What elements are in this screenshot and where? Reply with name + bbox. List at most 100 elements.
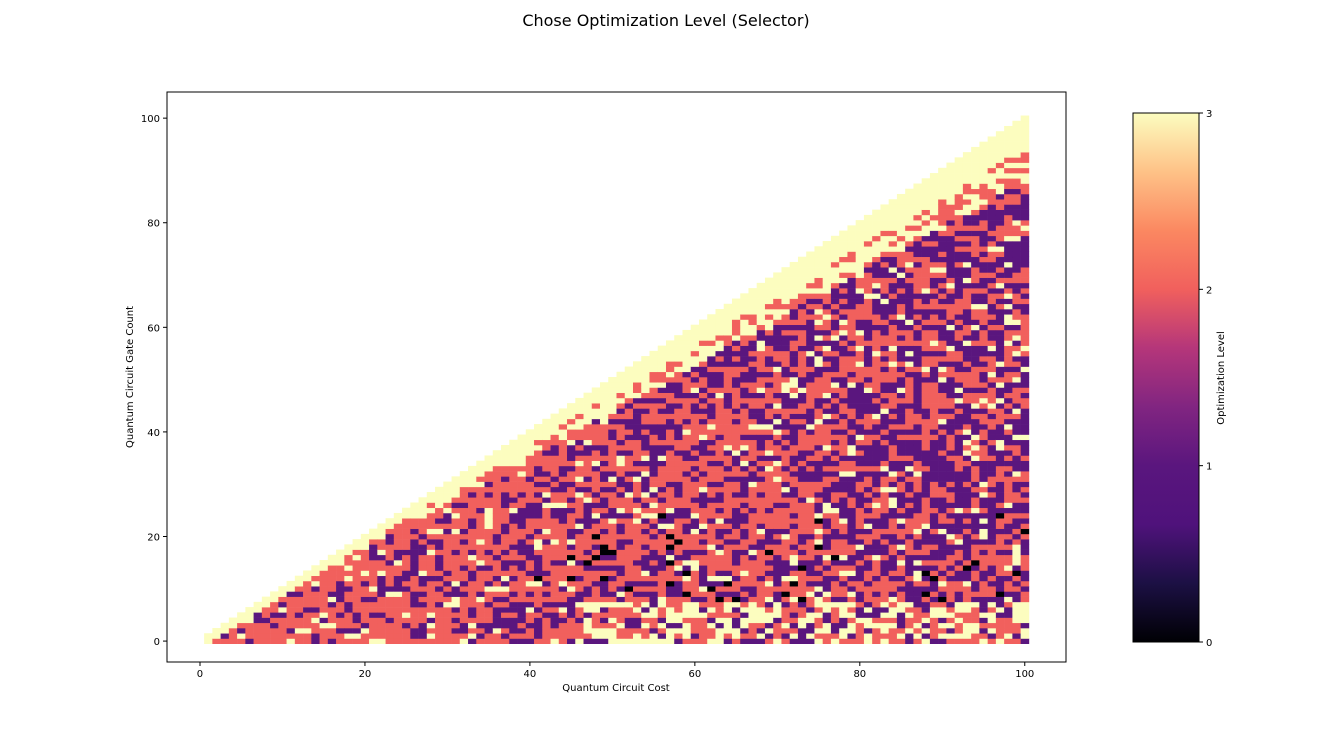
heatmap-cell xyxy=(649,387,659,393)
heatmap-cell xyxy=(855,601,865,608)
heatmap-cell xyxy=(534,518,543,524)
heatmap-cell xyxy=(987,350,997,357)
heatmap-cell xyxy=(567,554,576,561)
heatmap-cell xyxy=(509,601,518,608)
heatmap-cell xyxy=(591,460,601,467)
heatmap-cell xyxy=(756,560,766,566)
heatmap-cell xyxy=(781,476,790,482)
heatmap-cell xyxy=(888,324,898,331)
heatmap-cell xyxy=(839,622,848,629)
heatmap-cell xyxy=(253,612,263,618)
heatmap-cell xyxy=(558,434,568,441)
heatmap-cell xyxy=(591,518,601,524)
heatmap-cell xyxy=(806,293,815,299)
heatmap-cell xyxy=(278,628,287,634)
heatmap-cell xyxy=(822,397,832,404)
heatmap-cell xyxy=(550,439,560,446)
heatmap-cell xyxy=(929,371,939,378)
heatmap-cell xyxy=(1004,591,1013,597)
heatmap-cell xyxy=(872,465,881,472)
heatmap-cell xyxy=(674,549,683,556)
heatmap-cell xyxy=(476,528,485,535)
heatmap-cell xyxy=(682,622,692,629)
heatmap-cell xyxy=(797,560,807,566)
heatmap-cell xyxy=(385,580,395,587)
heatmap-cell xyxy=(1004,533,1013,540)
heatmap-cell xyxy=(905,481,914,488)
heatmap-cell xyxy=(921,288,931,294)
heatmap-cell xyxy=(336,580,345,587)
heatmap-cell xyxy=(773,439,782,446)
heatmap-cell xyxy=(542,502,551,509)
heatmap-cell xyxy=(797,612,807,618)
heatmap-cell xyxy=(954,450,964,456)
heatmap-cell xyxy=(913,329,922,336)
heatmap-cell xyxy=(558,512,568,519)
heatmap-cell xyxy=(633,371,642,378)
heatmap-cell xyxy=(435,507,444,514)
heatmap-cell xyxy=(575,455,584,461)
heatmap-cell xyxy=(583,596,593,603)
heatmap-cell xyxy=(896,314,906,320)
heatmap-cell xyxy=(649,560,659,566)
heatmap-cell xyxy=(476,612,485,618)
heatmap-cell xyxy=(880,481,889,488)
heatmap-cell xyxy=(641,633,650,639)
heatmap-cell xyxy=(822,340,832,346)
heatmap-cell xyxy=(600,512,609,519)
heatmap-cell xyxy=(1004,178,1013,184)
heatmap-cell xyxy=(517,492,527,498)
heatmap-cell xyxy=(962,601,972,608)
heatmap-cell xyxy=(575,486,584,493)
heatmap-cell xyxy=(822,560,832,566)
heatmap-cell xyxy=(979,392,988,399)
heatmap-cell xyxy=(929,565,939,571)
heatmap-cell xyxy=(872,586,881,592)
heatmap-cell xyxy=(938,512,947,519)
heatmap-cell xyxy=(600,633,609,639)
heatmap-cell xyxy=(740,324,749,331)
heatmap-cell xyxy=(410,565,419,571)
heatmap-cell xyxy=(880,607,889,613)
heatmap-cell xyxy=(797,314,807,320)
heatmap-cell xyxy=(896,340,906,346)
heatmap-cell xyxy=(814,476,823,482)
heatmap-cell xyxy=(567,580,576,587)
heatmap-cell xyxy=(608,622,617,629)
heatmap-cell xyxy=(781,570,790,577)
heatmap-cell xyxy=(360,539,370,545)
heatmap-cell xyxy=(550,434,560,441)
heatmap-cell xyxy=(311,596,320,603)
heatmap-cell xyxy=(1012,596,1021,603)
heatmap-cell xyxy=(872,230,881,237)
heatmap-cell xyxy=(657,554,667,561)
heatmap-cell xyxy=(575,528,584,535)
heatmap-cell xyxy=(665,345,675,352)
heatmap-cell xyxy=(707,497,716,503)
heatmap-cell xyxy=(336,617,345,624)
heatmap-cell xyxy=(690,460,700,467)
heatmap-cell xyxy=(492,601,502,608)
heatmap-cell xyxy=(567,434,576,441)
heatmap-cell xyxy=(929,596,939,603)
heatmap-cell xyxy=(410,596,419,603)
heatmap-cell xyxy=(855,277,865,284)
heatmap-cell xyxy=(946,272,955,278)
heatmap-cell xyxy=(731,314,741,320)
heatmap-cell xyxy=(979,235,988,242)
heatmap-cell xyxy=(418,497,428,503)
heatmap-cell xyxy=(1012,518,1021,524)
heatmap-cell xyxy=(954,303,964,310)
heatmap-cell xyxy=(954,612,964,618)
heatmap-cell xyxy=(863,335,873,341)
heatmap-cell xyxy=(896,204,906,210)
heatmap-cell xyxy=(616,586,626,592)
heatmap-cell xyxy=(962,345,972,352)
heatmap-cell xyxy=(707,387,716,393)
heatmap-cell xyxy=(723,324,733,331)
heatmap-cell xyxy=(756,455,766,461)
heatmap-cell xyxy=(517,502,527,509)
heatmap-cell xyxy=(979,382,988,388)
heatmap-cell xyxy=(369,549,378,556)
heatmap-cell xyxy=(731,455,741,461)
